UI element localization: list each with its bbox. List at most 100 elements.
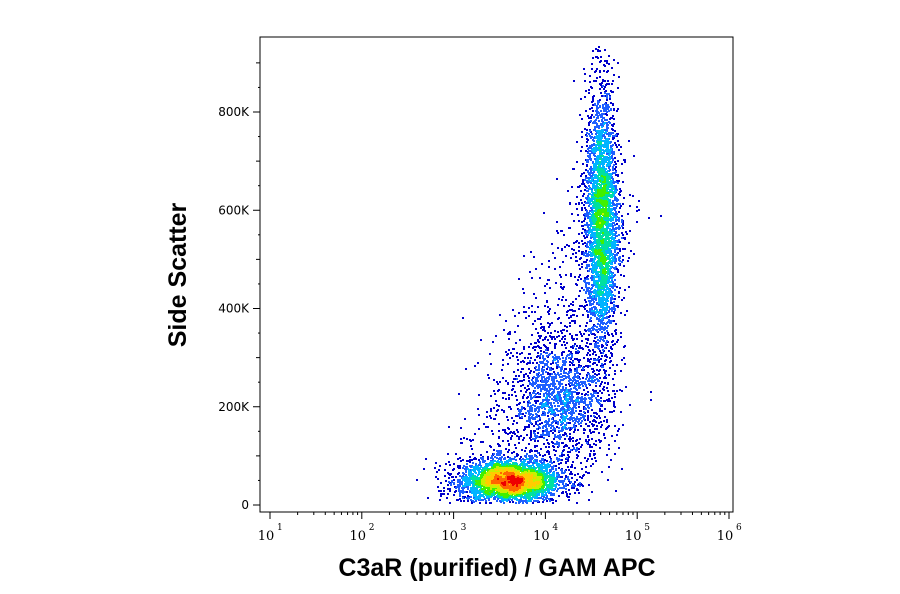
event-point [529,417,531,419]
event-point [559,391,561,393]
event-point [568,456,570,458]
event-point [470,487,472,489]
event-point [624,345,626,347]
event-point [587,115,589,117]
event-point [498,430,500,432]
event-point [593,278,595,280]
event-point [598,301,600,303]
event-point [527,375,529,377]
event-point [538,372,540,374]
event-point [451,481,453,483]
event-point [556,474,558,476]
event-point [545,397,547,399]
event-point [565,255,567,257]
event-point [600,92,602,94]
event-point [528,353,530,355]
event-point [617,430,619,432]
event-point [597,180,599,182]
event-point [578,451,580,453]
event-point [596,428,598,430]
event-point [528,368,530,370]
event-point [481,458,483,460]
event-point [512,423,514,425]
event-point [601,471,603,473]
event-point [473,458,475,460]
event-point [603,146,605,148]
event-point [576,208,578,210]
event-point [577,380,579,382]
event-point [575,407,577,409]
event-point [543,369,545,371]
event-point [476,496,478,498]
event-point [614,373,616,375]
event-point [538,393,540,395]
event-point [569,361,571,363]
event-point [569,202,571,204]
event-point [588,224,590,226]
event-point [517,381,519,383]
event-point [566,389,568,391]
event-point [573,417,575,419]
event-point [608,132,610,134]
event-point [532,464,534,466]
event-point [555,377,557,379]
event-point [448,481,450,483]
event-point [568,451,570,453]
event-point [622,248,624,250]
event-point [503,458,505,460]
event-point [608,93,610,95]
event-point [577,473,579,475]
event-point [613,151,615,153]
event-point [613,301,615,303]
event-point [589,174,591,176]
event-point [601,82,603,84]
event-point [587,246,589,248]
event-point [650,391,652,393]
event-point [589,135,591,137]
event-point [591,400,593,402]
event-point [565,274,567,276]
event-point [583,411,585,413]
event-point [606,111,608,113]
event-point [605,113,607,115]
event-point [475,466,477,468]
event-point [609,96,611,98]
event-point [588,147,590,149]
event-point [574,422,576,424]
event-point [574,358,576,360]
event-point [621,219,623,221]
event-point [593,370,595,372]
event-point [599,135,601,137]
event-point [605,160,607,162]
event-point [546,439,548,441]
event-point [539,454,541,456]
event-point [578,295,580,297]
event-point [593,171,595,173]
event-point [603,158,605,160]
event-point [611,295,613,297]
event-point [462,478,464,480]
event-point [566,311,568,313]
event-point [528,388,530,390]
event-point [573,242,575,244]
event-point [588,472,590,474]
event-point [608,394,610,396]
event-point [614,130,616,132]
event-point [590,330,592,332]
event-point [447,472,449,474]
event-point [590,120,592,122]
event-point [571,414,573,416]
event-point [599,410,601,412]
event-point [531,379,533,381]
event-point [610,109,612,111]
event-point [606,97,608,99]
event-point [584,73,586,75]
event-point [535,268,537,270]
event-point [534,417,536,419]
event-point [590,397,592,399]
event-point [584,383,586,385]
event-point [630,250,632,252]
event-point [521,380,523,382]
event-point [590,182,592,184]
event-point [602,149,604,151]
